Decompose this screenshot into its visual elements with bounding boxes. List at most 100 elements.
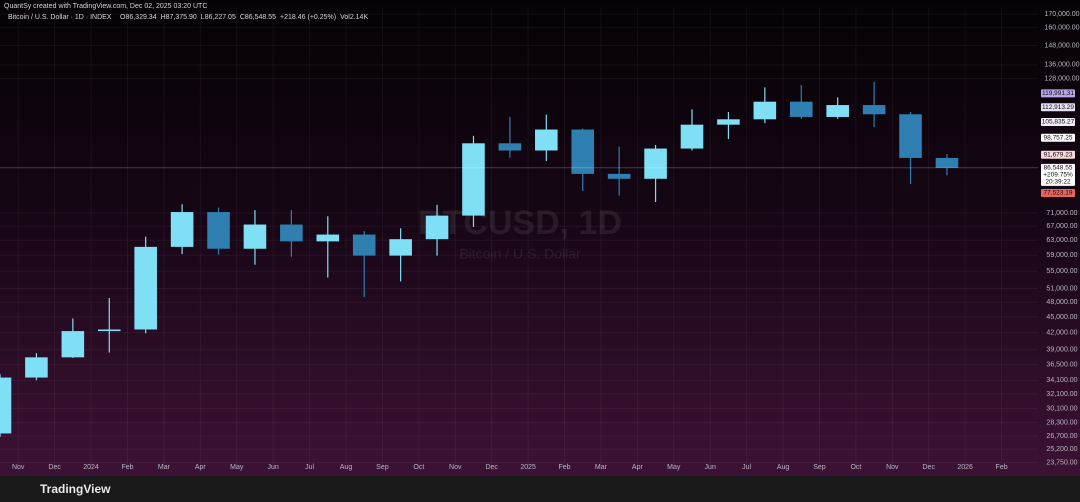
x-tick-label: Nov xyxy=(886,464,899,471)
y-tick-label: 160,000.00 xyxy=(1044,25,1079,32)
candle-body xyxy=(97,329,121,332)
y-tick-label: 26,700.00 xyxy=(1046,433,1077,440)
candle-body xyxy=(935,157,959,168)
candle-body xyxy=(170,212,194,247)
y-tick-label: 36,500.00 xyxy=(1046,362,1077,369)
price-tag-countdown: 20:39:22 xyxy=(1045,179,1071,186)
y-tick-label: 55,000.00 xyxy=(1046,268,1077,275)
brand: TradingView xyxy=(40,482,111,496)
x-tick-label: Dec xyxy=(485,464,498,471)
x-tick-label: 2025 xyxy=(520,464,536,471)
legend-value: H87,375.90 xyxy=(161,14,197,21)
y-tick-label: 59,000.00 xyxy=(1046,252,1077,259)
x-tick-label: May xyxy=(667,464,681,471)
y-tick-label: 45,000.00 xyxy=(1046,314,1077,321)
y-tick-label: 67,000.00 xyxy=(1046,223,1077,230)
level-label-bg xyxy=(1041,103,1075,112)
y-tick-label: 128,000.00 xyxy=(1044,75,1079,82)
x-tick-label: Apr xyxy=(195,464,207,471)
level-label-bg xyxy=(1041,188,1075,197)
x-tick-label: Dec xyxy=(48,464,61,471)
x-tick-label: Mar xyxy=(158,464,171,471)
y-tick-label: 63,000.00 xyxy=(1046,237,1077,244)
level-label-bg xyxy=(1041,150,1075,159)
level-label: 105,835.27 xyxy=(1042,119,1075,126)
level-label-bg xyxy=(1041,118,1075,127)
candle-body xyxy=(826,105,849,117)
watermark: BTCUSD, 1D xyxy=(418,204,622,242)
legend-value: L86,227.05 xyxy=(201,14,236,21)
y-tick-label: 32,100.00 xyxy=(1046,391,1077,398)
candle-body xyxy=(607,173,631,179)
price-tag: 86,548.55 xyxy=(1044,165,1073,172)
y-tick-label: 148,000.00 xyxy=(1044,42,1079,49)
y-tick-label: 170,000.00 xyxy=(1044,11,1079,18)
x-tick-label: Oct xyxy=(413,464,424,471)
candle-body xyxy=(680,124,704,149)
level-label: 77,523.19 xyxy=(1044,190,1073,197)
y-tick-label: 48,000.00 xyxy=(1046,299,1077,306)
price-tag-change: +209.75% xyxy=(1043,172,1073,179)
x-tick-label: May xyxy=(230,464,244,471)
legend-value: Vol2.14K xyxy=(340,14,368,21)
candle-body xyxy=(899,114,922,158)
y-tick-label: 25,200.00 xyxy=(1046,446,1077,453)
candle-body xyxy=(644,148,667,179)
candle-body xyxy=(425,215,449,240)
y-tick-label: 34,100.00 xyxy=(1046,377,1077,384)
y-tick-label: 30,100.00 xyxy=(1046,406,1077,413)
candle-body xyxy=(207,212,230,249)
x-tick-label: Feb xyxy=(121,464,133,471)
legend-values: O86,329.34 H87,375.90 L86,227.05 C86,548.55… xyxy=(120,14,368,21)
candle-body xyxy=(25,357,48,378)
x-tick-label: Jul xyxy=(305,464,314,471)
x-tick-label: Feb xyxy=(558,464,570,471)
credit: QuantSy created with TradingView.com, De… xyxy=(4,3,207,10)
x-tick-label: Feb xyxy=(996,464,1008,471)
candle-body xyxy=(243,224,267,249)
y-tick-label: 136,000.00 xyxy=(1044,62,1079,69)
candle-body xyxy=(389,239,412,256)
y-tick-label: 39,000.00 xyxy=(1046,346,1077,353)
level-label: 91,679.23 xyxy=(1044,151,1073,158)
price-tag-bg xyxy=(1041,163,1075,186)
x-tick-label: Apr xyxy=(632,464,644,471)
level-label-bg xyxy=(1041,89,1075,98)
candle-body xyxy=(462,143,485,216)
candle-body xyxy=(134,246,157,330)
candle-body xyxy=(0,377,12,434)
legend-value: O86,329.34 xyxy=(120,14,157,21)
x-tick-label: 2024 xyxy=(83,464,99,471)
candle-body xyxy=(753,101,777,120)
candle-body xyxy=(862,105,886,115)
candle-body xyxy=(61,331,85,358)
legend-value: C86,548.55 xyxy=(240,14,276,21)
x-tick-label: Nov xyxy=(449,464,462,471)
level-label: 98,757.25 xyxy=(1044,135,1073,142)
x-tick-label: Dec xyxy=(923,464,936,471)
x-tick-label: Sep xyxy=(813,464,826,471)
x-tick-label: Aug xyxy=(777,464,790,471)
y-tick-label: 23,750.00 xyxy=(1046,460,1077,467)
x-tick-label: Mar xyxy=(595,464,608,471)
y-tick-label: 71,000.00 xyxy=(1046,210,1077,217)
level-label-bg xyxy=(1041,133,1075,142)
candle-body xyxy=(316,234,340,242)
y-tick-label: 42,000.00 xyxy=(1046,330,1077,337)
y-tick-label: 51,000.00 xyxy=(1046,285,1077,292)
x-tick-label: Aug xyxy=(340,464,353,471)
x-tick-label: Nov xyxy=(12,464,25,471)
chart-title: Bitcoin / U.S. Dollar · 1D · INDEX xyxy=(8,14,112,21)
candle-body xyxy=(535,129,558,151)
candle-body xyxy=(571,129,595,174)
x-tick-label: Sep xyxy=(376,464,389,471)
footer-bar xyxy=(0,476,1080,502)
x-tick-label: 2026 xyxy=(957,464,973,471)
candle-body xyxy=(789,101,813,117)
x-tick-label: Jul xyxy=(742,464,751,471)
legend-value: +218.46 (+0.25%) xyxy=(280,14,336,21)
watermark-sub: Bitcoin / U.S. Dollar xyxy=(459,246,581,262)
x-tick-label: Oct xyxy=(850,464,861,471)
x-tick-label: Jun xyxy=(705,464,716,471)
level-label: 119,991.31 xyxy=(1042,90,1074,97)
